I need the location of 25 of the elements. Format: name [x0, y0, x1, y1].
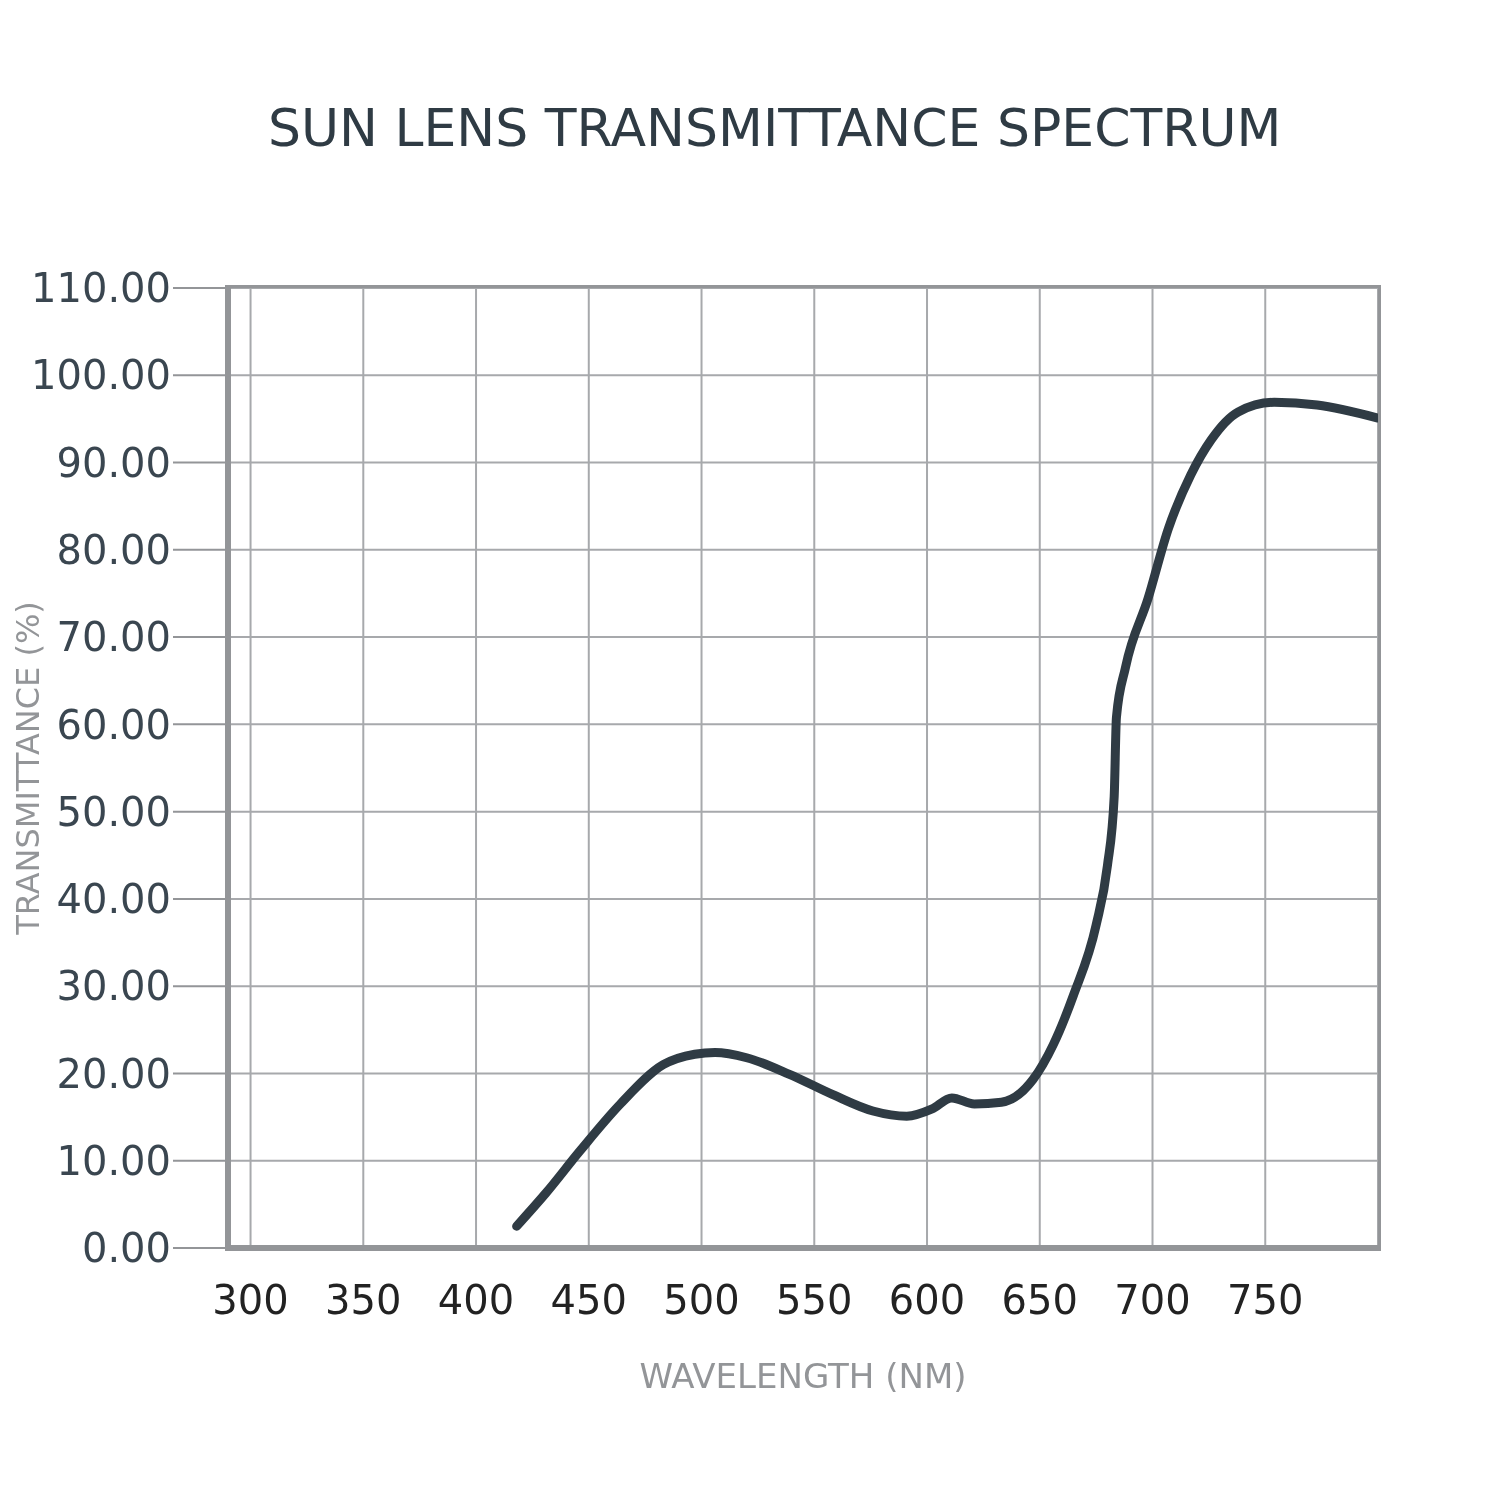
y-tick-label: 60.00	[56, 701, 171, 748]
y-tick-label: 30.00	[56, 963, 171, 1010]
x-tick-label: 600	[888, 1277, 966, 1324]
y-tick-label: 110.00	[31, 265, 171, 312]
y-tick-label: 90.00	[56, 439, 171, 486]
x-tick-label: 450	[550, 1277, 627, 1324]
x-tick-label: 700	[1114, 1277, 1191, 1324]
y-tick-label: 100.00	[31, 352, 171, 399]
x-axis-title: WAVELENGTH (NM)	[639, 1356, 967, 1396]
y-tick-label: 20.00	[56, 1050, 171, 1097]
y-axis-title: TRANSMITTANCE (%)	[9, 601, 48, 936]
x-tick-label: 750	[1227, 1277, 1304, 1324]
y-tick-label: 10.00	[56, 1137, 171, 1184]
y-tick-label: 80.00	[56, 527, 171, 574]
chart-title: SUN LENS TRANSMITTANCE SPECTRUM	[268, 98, 1282, 158]
y-tick-label: 40.00	[56, 876, 171, 923]
x-tick-label: 550	[776, 1277, 853, 1324]
x-tick-label: 500	[663, 1277, 740, 1324]
y-tick-label: 70.00	[56, 614, 171, 661]
x-tick-label: 650	[1001, 1277, 1078, 1324]
y-tick-label: 0.00	[81, 1225, 171, 1272]
x-tick-label: 400	[437, 1277, 515, 1324]
x-tick-label: 300	[212, 1277, 289, 1324]
y-tick-label: 50.00	[56, 788, 171, 835]
x-tick-label: 350	[325, 1277, 402, 1324]
